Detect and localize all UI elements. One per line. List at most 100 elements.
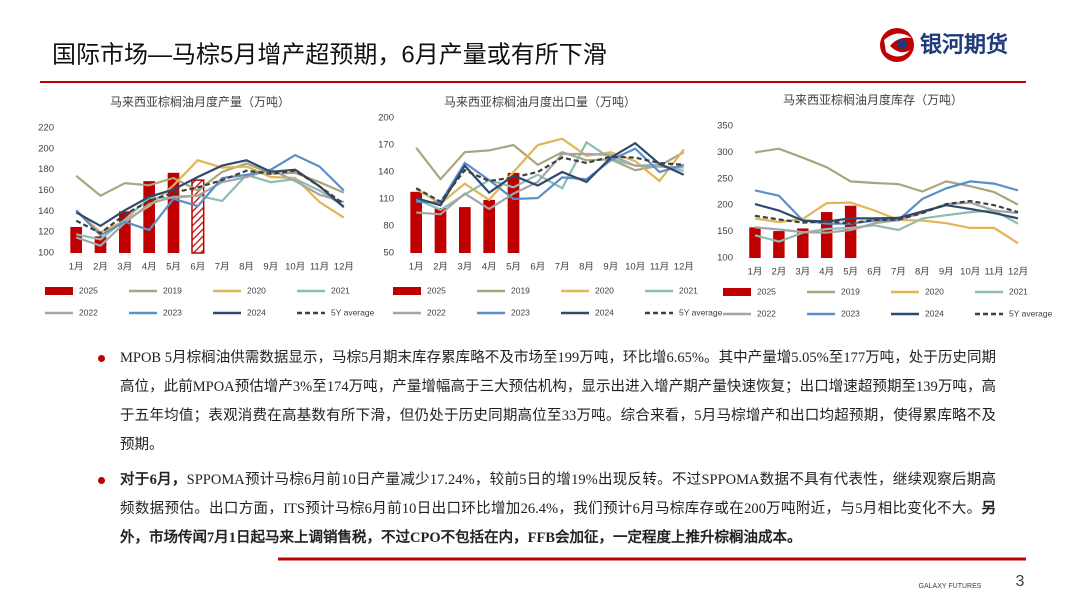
x-tick-label: 8月 [915, 267, 930, 278]
legend-label: 2023 [841, 308, 860, 318]
x-tick-label: 7月 [555, 262, 570, 273]
bar [820, 212, 833, 258]
x-tick-label: 9月 [603, 262, 618, 273]
y-tick-label: 180 [38, 164, 54, 175]
legend-label: 2022 [427, 307, 446, 317]
x-tick-label: 3月 [117, 262, 132, 273]
legend-label: 2019 [163, 285, 182, 295]
legend-label: 2024 [595, 307, 614, 317]
y-tick-label: 220 [38, 123, 54, 134]
x-tick-label: 10月 [285, 262, 305, 273]
legend-swatch [723, 288, 751, 296]
series-line [75, 153, 345, 237]
legend-label: 2021 [1009, 286, 1028, 296]
x-tick-label: 8月 [579, 262, 594, 273]
bar [191, 179, 205, 254]
legend-label: 2022 [79, 307, 98, 317]
legend-label: 2025 [427, 285, 446, 295]
bar [797, 228, 809, 258]
legend-label: 5Y average [679, 307, 723, 317]
bar [458, 207, 471, 253]
chart-title: 马来西亚棕榈油月度产量（万吨） [110, 94, 290, 109]
legend-label: 2020 [247, 285, 266, 295]
legend-label: 2023 [511, 307, 530, 317]
x-tick-label: 5月 [843, 267, 858, 278]
legend-label: 5Y average [331, 307, 375, 317]
legend-label: 2022 [757, 308, 776, 318]
footer-brand: GALAXY FUTURES [919, 583, 982, 590]
series-line [754, 199, 1019, 225]
legend-swatch [393, 287, 421, 295]
y-tick-label: 200 [717, 200, 733, 211]
y-tick-label: 140 [38, 206, 54, 217]
y-tick-label: 300 [717, 147, 733, 158]
series-line [754, 201, 1019, 245]
y-tick-label: 50 [383, 248, 394, 259]
series-line [75, 168, 345, 247]
x-tick-label: 9月 [939, 267, 954, 278]
x-tick-label: 11月 [984, 267, 1003, 278]
bar [844, 205, 857, 258]
series-line [754, 203, 1019, 223]
bar [773, 231, 785, 258]
series-line [754, 209, 1019, 243]
bar [483, 199, 496, 253]
y-tick-label: 120 [38, 227, 54, 238]
legend-label: 2020 [925, 286, 944, 296]
bullet-text: 对于6月， [120, 472, 187, 488]
x-tick-label: 6月 [190, 262, 205, 273]
y-tick-label: 140 [378, 167, 394, 178]
bullet-list: MPOB 5月棕榈油供需数据显示，马棕5月期末库存累库略不及市场至199万吨，环… [96, 344, 996, 559]
x-tick-label: 7月 [215, 262, 230, 273]
series-line [416, 152, 684, 216]
x-tick-label: 9月 [263, 262, 278, 273]
x-tick-label: 5月 [506, 262, 521, 273]
bullet-item: MPOB 5月棕榈油供需数据显示，马棕5月期末库存累库略不及市场至199万吨，环… [96, 344, 996, 460]
x-tick-label: 7月 [891, 267, 906, 278]
series-line [754, 147, 1019, 206]
y-tick-label: 350 [717, 121, 733, 132]
legend-label: 2021 [679, 285, 698, 295]
x-tick-label: 12月 [1008, 267, 1028, 278]
y-tick-label: 250 [717, 173, 733, 184]
y-tick-label: 100 [38, 248, 54, 259]
legend-label: 5Y average [1009, 308, 1053, 318]
bar [507, 172, 520, 253]
series-line [75, 169, 345, 235]
bar [410, 191, 423, 253]
legend-swatch [45, 287, 73, 295]
x-tick-label: 5月 [166, 262, 181, 273]
chart-title: 马来西亚棕榈油月度出口量（万吨） [444, 94, 636, 109]
bullet-text: 另外，市场传闻7月1日起马来上调销售税，不过CPO不包括在内，FFB会加征，一定… [120, 501, 996, 546]
x-tick-label: 2月 [771, 267, 786, 278]
bar [70, 226, 83, 253]
x-tick-label: 10月 [625, 262, 645, 273]
bar [143, 181, 156, 253]
y-tick-label: 160 [38, 185, 54, 196]
legend-label: 2025 [79, 285, 98, 295]
y-tick-label: 100 [717, 253, 733, 264]
series-line [415, 137, 685, 205]
series-line [415, 143, 685, 181]
legend-label: 2021 [331, 285, 350, 295]
y-tick-label: 80 [383, 221, 394, 232]
y-tick-label: 170 [378, 140, 394, 151]
x-tick-label: 12月 [334, 262, 354, 273]
y-tick-label: 200 [38, 143, 54, 154]
x-tick-label: 3月 [795, 267, 810, 278]
legend-label: 2019 [841, 286, 860, 296]
series-line [415, 141, 685, 207]
x-tick-label: 4月 [482, 262, 497, 273]
logo-text: 银河期货 [920, 32, 1008, 57]
legend-label: 2024 [925, 308, 944, 318]
bar [167, 172, 180, 253]
logo-icon [880, 28, 914, 62]
slide-title: 国际市场—马棕5月增产超预期，6月产量或有所下滑 [52, 41, 607, 68]
x-tick-label: 1月 [748, 267, 763, 278]
x-tick-label: 6月 [867, 267, 882, 278]
series-line [415, 155, 684, 204]
legend-label: 2023 [163, 307, 182, 317]
series-line [416, 147, 685, 204]
